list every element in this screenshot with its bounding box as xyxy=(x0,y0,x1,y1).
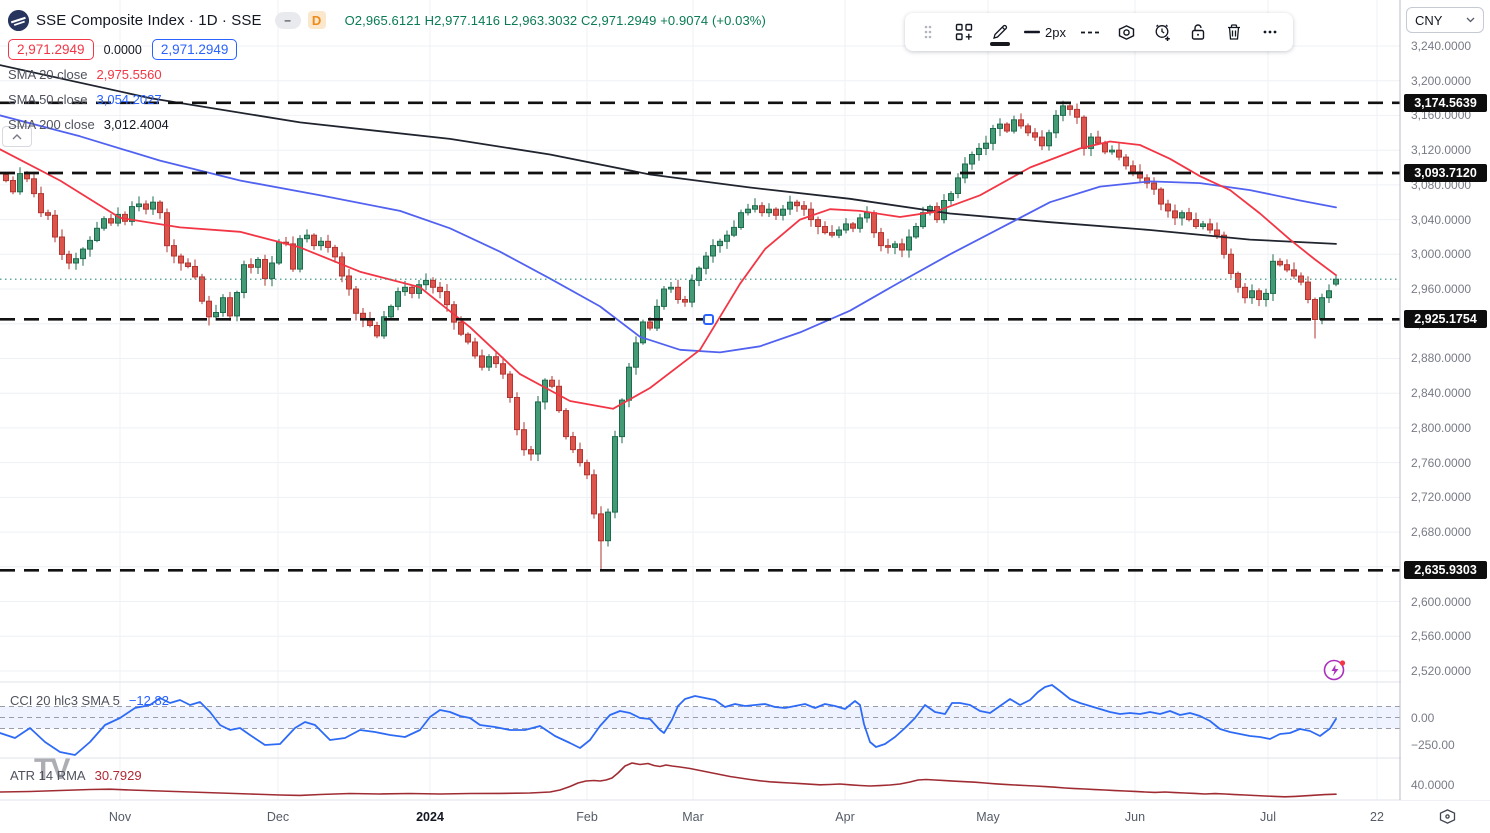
cci-axis-tick: 0.00 xyxy=(1411,710,1435,725)
drawing-anchor-marker[interactable] xyxy=(702,313,714,325)
delete-icon[interactable] xyxy=(1217,16,1251,48)
level-price-badge: 2,635.9303 xyxy=(1404,561,1487,580)
indicator-value: 3,012.4004 xyxy=(103,116,169,132)
cci-name: CCI 20 hlc3 SMA 5 xyxy=(10,693,120,708)
sse-symbol-logo-icon xyxy=(8,9,29,31)
indicator-row-sma20[interactable]: SMA 20 close 2,975.5560 xyxy=(8,62,766,86)
drag-handle-icon[interactable] xyxy=(911,16,945,48)
cci-axis-tick: −250.00 xyxy=(1411,738,1455,752)
tradingview-watermark-icon: TV xyxy=(34,753,70,786)
settings-hexagon-icon[interactable] xyxy=(1109,16,1143,48)
more-options-icon[interactable] xyxy=(1253,16,1287,48)
sell-price-box[interactable]: 2,971.2949 xyxy=(8,39,94,60)
pencil-color-icon[interactable] xyxy=(983,16,1017,48)
indicator-name: SMA 20 close xyxy=(8,66,88,82)
indicator-row-sma200[interactable]: SMA 200 close 3,012.4004 xyxy=(8,112,766,136)
level-price-badge: 2,925.1754 xyxy=(1404,310,1487,329)
price-axis-tick: 3,240.0000 xyxy=(1411,39,1472,53)
active-color-bar xyxy=(990,42,1010,46)
boost-lightning-icon[interactable] xyxy=(1322,657,1348,688)
add-alert-icon[interactable] xyxy=(1145,16,1179,48)
price-axis-tick: 3,120.0000 xyxy=(1411,143,1472,158)
atr-axis-tick: 40.0000 xyxy=(1411,778,1455,792)
time-axis-tick: 22 xyxy=(1370,810,1384,824)
time-axis-tick: Jun xyxy=(1124,810,1146,824)
chart-legend: SSE Composite Index · 1D · SSE – D O2,96… xyxy=(8,8,766,136)
currency-label: CNY xyxy=(1415,12,1443,28)
time-axis-tick: Feb xyxy=(576,810,598,824)
time-axis-tick: Apr xyxy=(835,810,855,824)
line-width-label: 2px xyxy=(1045,24,1066,40)
price-axis-tick: 3,000.0000 xyxy=(1411,247,1472,262)
indicator-value: 3,054.2027 xyxy=(96,91,162,107)
price-axis-tick: 2,760.0000 xyxy=(1411,455,1472,470)
line-style-icon[interactable] xyxy=(1073,16,1107,48)
price-axis-tick: 2,840.0000 xyxy=(1411,386,1472,401)
chevron-down-icon xyxy=(1466,17,1475,23)
level-price-badge: 3,093.7120 xyxy=(1404,163,1487,182)
cci-indicator-label[interactable]: CCI 20 hlc3 SMA 5 −12.82 xyxy=(10,693,169,708)
price-axis-tick: 2,720.0000 xyxy=(1411,490,1472,505)
price-axis-tick: 3,160.0000 xyxy=(1411,108,1472,123)
indicator-row-sma50[interactable]: SMA 50 close 3,054.2027 xyxy=(8,87,766,111)
price-axis-tick: 3,200.0000 xyxy=(1411,73,1472,88)
time-axis-tick: Dec xyxy=(266,810,290,824)
atr-name: ATR 14 RMA xyxy=(10,768,86,783)
spread-value: 0.0000 xyxy=(103,42,142,57)
price-axis-tick: 2,960.0000 xyxy=(1411,282,1472,297)
indicator-name: SMA 200 close xyxy=(8,116,95,132)
time-axis-tick: May xyxy=(976,810,1000,824)
time-axis[interactable]: Nov Dec 2024 Feb Mar Apr May Jun Jul 22 xyxy=(0,801,1490,833)
drawing-toolbar: 2px xyxy=(905,13,1293,51)
price-axis-tick: 2,880.0000 xyxy=(1411,351,1472,366)
cci-value: −12.82 xyxy=(128,693,169,708)
time-axis-tick: 2024 xyxy=(416,810,444,824)
symbol-title[interactable]: SSE Composite Index · 1D · SSE xyxy=(36,11,262,29)
indicator-value: 2,975.5560 xyxy=(96,66,162,82)
price-axis-tick: 2,800.0000 xyxy=(1411,420,1472,435)
time-axis-settings-icon[interactable] xyxy=(1438,807,1457,831)
line-width-button[interactable]: 2px xyxy=(1019,16,1071,48)
atr-indicator-label[interactable]: ATR 14 RMA 30.7929 xyxy=(10,768,142,783)
collapse-legend-button[interactable] xyxy=(2,126,32,147)
price-axis-tick: 2,560.0000 xyxy=(1411,629,1472,644)
collapse-symbol-button[interactable]: – xyxy=(274,11,301,29)
level-price-badge: 3,174.5639 xyxy=(1404,93,1487,112)
price-axis[interactable]: 3,240.0000 3,200.0000 3,160.0000 3,120.0000… xyxy=(1401,0,1490,800)
indicator-name: SMA 50 close xyxy=(8,91,88,107)
price-axis-tick: 2,680.0000 xyxy=(1411,525,1472,540)
buy-price-box[interactable]: 2,971.2949 xyxy=(151,39,238,60)
price-axis-tick: 2,520.0000 xyxy=(1411,663,1472,678)
lock-icon[interactable] xyxy=(1181,16,1215,48)
ohlc-values: O2,965.6121 H2,977.1416 L2,963.3032 C2,9… xyxy=(344,12,766,28)
price-axis-tick: 3,040.0000 xyxy=(1411,212,1472,227)
time-axis-tick: Nov xyxy=(108,810,132,824)
time-axis-tick: Jul xyxy=(1260,810,1276,824)
price-axis-tick: 2,600.0000 xyxy=(1411,594,1472,609)
currency-selector[interactable]: CNY xyxy=(1406,7,1484,33)
template-icon[interactable] xyxy=(947,16,981,48)
time-axis-tick: Mar xyxy=(682,810,704,824)
atr-value: 30.7929 xyxy=(94,768,142,783)
interval-badge[interactable]: D xyxy=(307,11,326,29)
